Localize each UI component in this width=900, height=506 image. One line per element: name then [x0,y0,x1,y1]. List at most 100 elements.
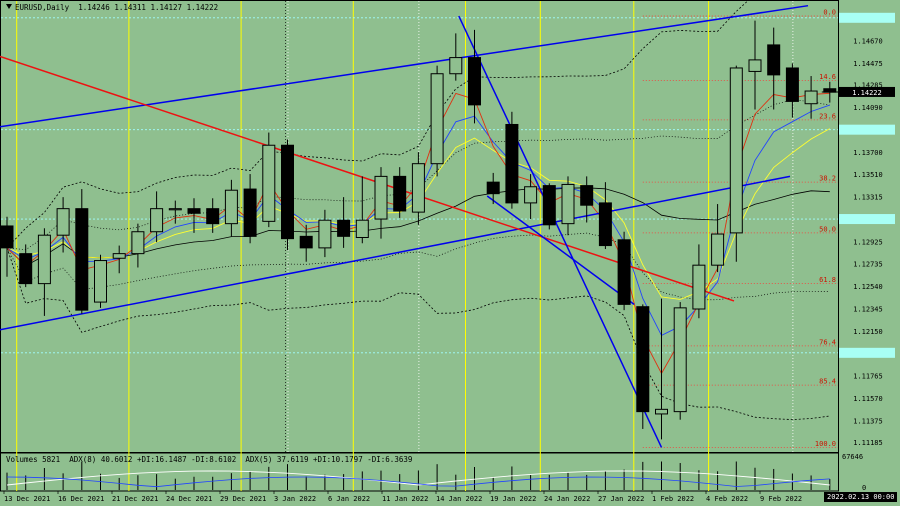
candle-body [262,144,276,222]
fib-label: 38.2 [819,175,836,183]
fib-label: 50.0 [819,225,836,233]
close-value: 1.14222 [186,3,219,12]
price-tick-label: 1.14090 [853,104,883,112]
trendline-impulse-down [458,15,663,448]
adx-line [6,470,830,486]
candle-body [617,239,631,305]
date-tick-label: 19 Jan 2022 [490,495,536,503]
candle-body [692,264,706,310]
date-tick-label: 29 Dec 2021 [220,495,266,503]
chart-header: EURUSD,Daily 1.14246 1.14311 1.14127 1.1… [6,3,218,12]
fib-label: 23.6 [819,112,836,120]
candle-body [580,185,594,206]
low-value: 1.14127 [150,3,183,12]
trendline-red-down [0,55,735,302]
fib-label: 0.0 [823,9,836,17]
candle-body [112,253,126,259]
date-tick-label: 6 Jan 2022 [328,495,370,503]
cyan-price-tag [839,214,895,225]
symbol-label: EURUSD,Daily [15,3,70,12]
candle-body [337,219,351,237]
price-pane [0,0,839,453]
date-tick-label: 27 Jan 2022 [598,495,644,503]
date-tick-label: 24 Dec 2021 [166,495,212,503]
candle-body [561,183,575,225]
candle-body [56,208,70,236]
candle-body [318,219,332,249]
candle-body [524,186,538,204]
candle-body [711,233,725,266]
date-tick-label: 1 Feb 2022 [652,495,694,503]
candle-body [131,231,145,255]
candle-body [299,235,313,249]
price-tick-label: 1.12345 [853,305,883,313]
trendline-lower-channel [0,175,791,331]
price-tick-label: 1.14285 [853,82,883,90]
candle-body [449,57,463,75]
high-value: 1.14311 [114,3,146,12]
candle-body [393,175,407,212]
candle-body [281,144,294,240]
candle-body [767,44,781,76]
price-tick-label: 1.11185 [853,439,883,447]
candle-body [150,208,164,233]
candle-body [374,175,388,220]
candle-body [505,123,519,204]
fib-label: 76.4 [819,338,836,346]
bollinger-upper [6,0,750,249]
date-tick-label: 11 Jan 2022 [382,495,428,503]
price-tick-label: 1.12925 [853,239,883,247]
date-tick-label: 21 Dec 2021 [112,495,158,503]
price-tick-label: 1.11765 [853,372,883,380]
date-tick-label: 4 Feb 2022 [706,495,748,503]
price-tick-label: 1.11570 [853,395,883,403]
candle-body [542,185,556,226]
candle-body [168,208,182,211]
price-tick-label: 1.14475 [853,60,883,68]
candle-body [748,59,762,72]
candle-body [729,67,743,234]
candle-body [224,189,238,225]
candle-body [243,188,257,237]
trendline-impulse-side [486,195,635,305]
price-tick-label: 1.14670 [853,37,883,45]
candle-body [75,208,89,311]
candle-body [411,163,425,213]
price-tick-label: 1.12540 [853,283,883,291]
cyan-price-tag [839,124,895,135]
price-tick-label: 1.12735 [853,260,883,268]
volume-scale-zero: 0 [862,484,866,492]
date-tick-label: 9 Feb 2022 [760,495,802,503]
candle-body [804,90,818,105]
di-line [6,476,830,488]
date-tick-label: 13 Dec 2021 [4,495,50,503]
trendline-upper-channel [0,4,809,128]
fib-label: 100.0 [815,440,836,448]
triangle-down-icon [6,4,12,9]
fib-label: 61.8 [819,276,836,284]
candle-body [187,208,201,214]
date-tick-label: 16 Dec 2021 [58,495,104,503]
fib-label: 85.4 [819,378,836,386]
candle-body [636,306,650,413]
date-tick-label: 3 Jan 2022 [274,495,316,503]
price-tick-label: 1.11375 [853,417,883,425]
current-price-label: 1.14222 [852,89,882,97]
price-tick-label: 1.13315 [853,194,883,202]
indicator-header: Volumes 5821 ADX(8) 40.6012 +DI:16.1487 … [6,455,413,464]
candle-body [655,408,668,415]
candle-body [206,208,220,225]
volume-scale-max: 67646 [842,453,863,461]
open-value: 1.14246 [78,3,110,12]
candle-body [94,260,107,303]
candle-body [468,57,481,106]
date-stamp: 2022.02.13 00:00 [824,492,898,502]
price-tick-label: 1.13700 [853,149,883,157]
price-tick-label: 1.12150 [853,328,883,336]
fib-label: 14.6 [819,73,836,81]
candle-body [0,225,14,249]
candle-body [673,307,687,413]
candle-body [19,253,33,285]
